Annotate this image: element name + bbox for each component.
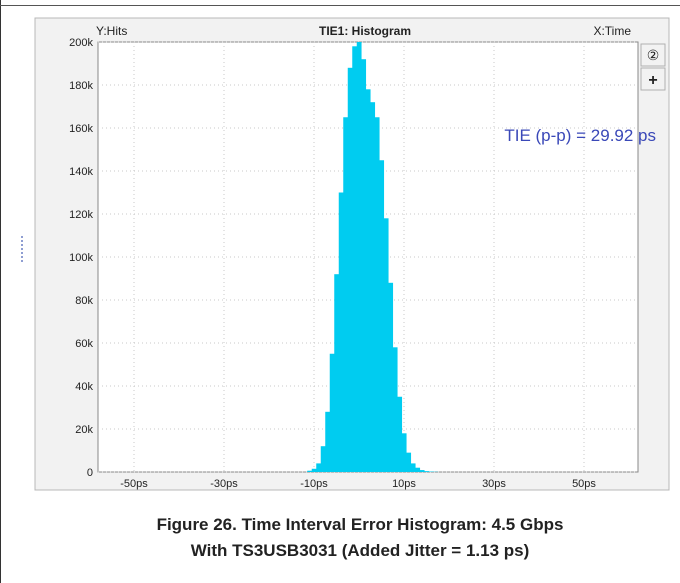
histogram-bar (347, 67, 353, 473)
x-tick-label: 10ps (392, 478, 416, 490)
y-tick-label: 140k (69, 166, 93, 178)
histogram-bar (361, 59, 367, 472)
y-tick-label: 180k (69, 80, 93, 92)
tie-annotation: TIE (p-p) = 29.92 ps (504, 126, 656, 145)
y-tick-label: 200k (69, 37, 93, 49)
histogram-bar (338, 192, 344, 472)
histogram-bar (329, 353, 335, 472)
histogram-bar (325, 411, 331, 472)
histogram-bar (356, 42, 362, 472)
histogram-chart: 0 20k 40k 60k 80k 100k 120k 140k 160k 180k 200k -5… (21, 17, 670, 491)
x-tick-label: 50ps (572, 478, 596, 490)
y-tick-label: 120k (69, 209, 93, 221)
x-tick-label: -10ps (300, 478, 328, 490)
histogram-bar (401, 433, 407, 472)
chart-title: TIE1: Histogram (319, 24, 411, 38)
histogram-bar (410, 463, 416, 472)
histogram-bar (334, 274, 340, 472)
caption-line-2: With TS3USB3031 (Added Jitter = 1.13 ps) (190, 541, 530, 560)
histogram-bar (392, 347, 398, 472)
histogram-bar (374, 117, 380, 472)
histogram-bar (379, 160, 385, 472)
histogram-bar (383, 218, 389, 472)
histogram-bar (419, 470, 425, 472)
y-tick-label: 60k (75, 338, 93, 350)
histogram-bar (307, 470, 313, 472)
x-tick-label: -50ps (120, 478, 148, 490)
zoom-level-button[interactable]: ② (640, 43, 666, 67)
histogram-bars (307, 42, 439, 473)
histogram-bar (370, 102, 376, 472)
histogram-bar (316, 463, 322, 472)
y-tick-label: 80k (75, 295, 93, 307)
x-tick-labels: -50ps -30ps -10ps 10ps 30ps 50ps (120, 478, 596, 490)
histogram-bar (320, 446, 326, 472)
histogram-bar (343, 117, 349, 472)
x-tick-label: -30ps (210, 478, 238, 490)
y-tick-label: 20k (75, 424, 93, 436)
histogram-bar (406, 452, 412, 472)
circle-two-icon: ② (647, 47, 660, 63)
caption-line-1: Figure 26. Time Interval Error Histogram… (156, 515, 564, 534)
histogram-bar (424, 471, 430, 472)
left-border-line (0, 0, 1, 583)
plus-icon: + (648, 72, 657, 89)
y-axis-label: Y:Hits (96, 24, 127, 38)
x-tick-label: 30ps (482, 478, 506, 490)
histogram-bar (388, 282, 394, 472)
x-axis-label: X:Time (593, 24, 631, 38)
histogram-bar (365, 89, 371, 473)
zoom-in-button[interactable]: + (640, 67, 666, 91)
top-rule-line (0, 5, 680, 6)
y-tick-label: 40k (75, 381, 93, 393)
y-tick-label: 0 (87, 467, 93, 479)
y-tick-labels: 0 20k 40k 60k 80k 100k 120k 140k 160k 180k 200k (69, 37, 93, 479)
histogram-bar (415, 467, 421, 472)
histogram-bar (352, 46, 358, 473)
histogram-bar (397, 396, 403, 472)
y-tick-label: 160k (69, 123, 93, 135)
y-tick-label: 100k (69, 252, 93, 264)
histogram-bar (311, 468, 317, 472)
